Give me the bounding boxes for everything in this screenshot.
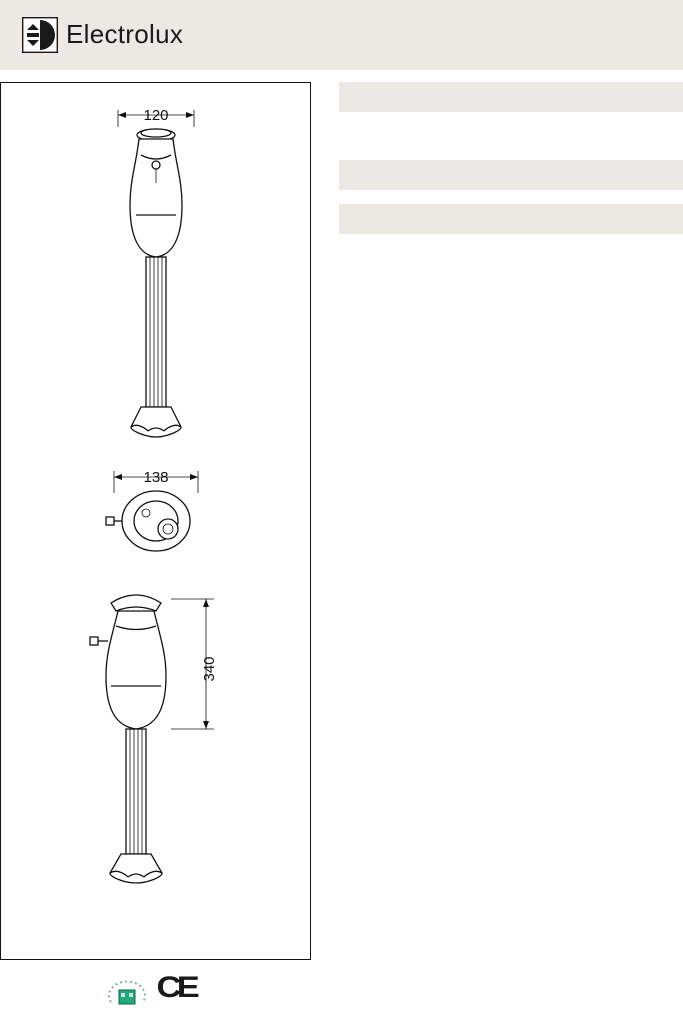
ce-mark-icon: CE: [156, 971, 195, 1005]
spec-column: [325, 82, 683, 1008]
main-content: 120: [0, 70, 683, 1008]
certification-badges: CE: [0, 960, 325, 1008]
brand-header: Electrolux: [0, 0, 683, 70]
top-view-drawing: 138: [86, 463, 226, 563]
brand-name: Electrolux: [66, 19, 183, 50]
section-bar-3: [339, 204, 683, 234]
section-bar-2: [339, 160, 683, 190]
depth-dimension: 138: [143, 469, 168, 486]
technical-drawing-frame: 120: [0, 82, 311, 960]
env-cert-icon: [105, 968, 149, 1008]
side-view-drawing: 340: [56, 581, 256, 891]
section-bar-1: [339, 82, 683, 112]
front-view-drawing: 120: [86, 105, 226, 445]
brand-logo: Electrolux: [22, 17, 183, 53]
height-dimension: 340: [201, 656, 218, 681]
width-dimension: 120: [143, 107, 168, 124]
drawings-column: 120: [0, 82, 325, 1008]
electrolux-logo-icon: [22, 17, 58, 53]
